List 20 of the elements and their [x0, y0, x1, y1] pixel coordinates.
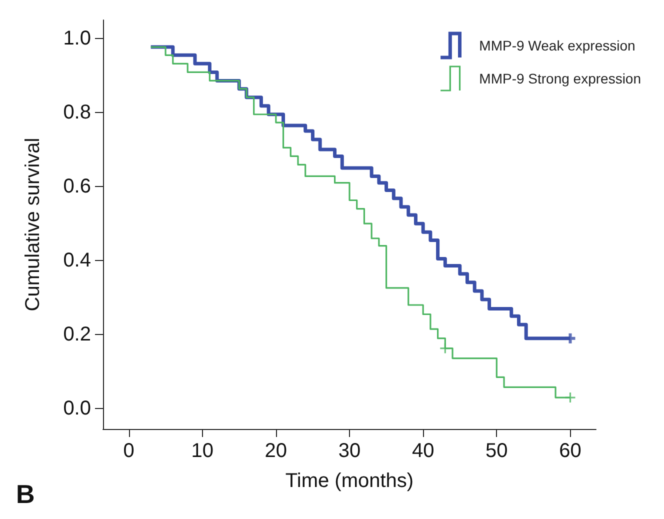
- text: B: [16, 479, 35, 509]
- point: [439, 342, 451, 354]
- x-tick-label: 30: [338, 440, 361, 462]
- y-tick-label: 0.4: [63, 250, 91, 272]
- y-axis-title: Cumulative survival: [22, 138, 44, 312]
- x-tick-label: 60: [559, 440, 582, 462]
- y-tick-label: 1.0: [63, 28, 91, 50]
- x-tick-label: 0: [123, 440, 134, 462]
- y-tick-label: 0.0: [63, 398, 91, 420]
- y-tick-label: 0.8: [63, 102, 91, 124]
- y-tick-label: 0.2: [63, 324, 91, 346]
- x-tick-label: 20: [264, 440, 288, 462]
- x-axis-title: Time (months): [285, 470, 414, 492]
- x-tick-label: 50: [486, 440, 508, 462]
- legend-label: MMP-9 Strong expression: [479, 70, 642, 86]
- x-tick-label: 40: [412, 440, 434, 462]
- x-tick-label: 10: [191, 440, 214, 462]
- legend-label: MMP-9 Weak expression: [479, 38, 636, 54]
- y-tick-label: 0.6: [63, 176, 91, 198]
- point: [564, 392, 576, 404]
